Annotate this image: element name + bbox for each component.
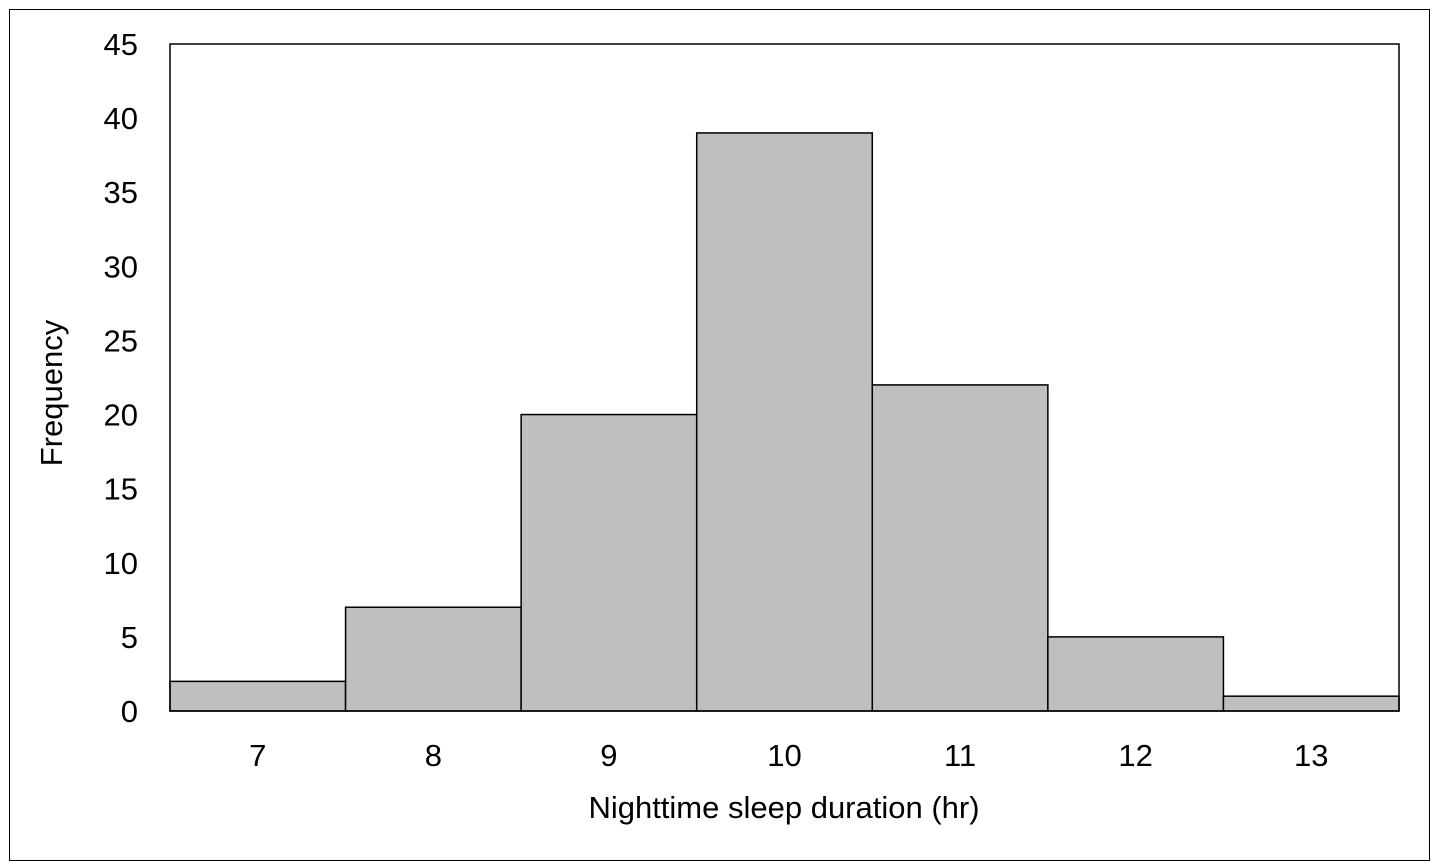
y-axis-ticks: 0 5 10 15 20 25 30 35 40 45 (104, 27, 138, 729)
y-tick-label: 0 (121, 694, 138, 729)
bar-8 (344, 606, 522, 712)
x-tick-label: 8 (425, 738, 442, 773)
y-tick-label: 30 (104, 249, 138, 284)
y-tick-label: 25 (104, 323, 138, 358)
bars-group (169, 132, 1400, 712)
y-tick-label: 45 (104, 27, 138, 62)
y-tick-label: 35 (104, 175, 138, 210)
x-tick-label: 13 (1294, 738, 1328, 773)
bar-7 (169, 680, 347, 712)
x-tick-label: 9 (600, 738, 617, 773)
x-axis-ticks: 7 8 9 10 11 12 13 (249, 738, 1328, 773)
bar-12 (1047, 636, 1225, 712)
bar-11 (871, 384, 1049, 712)
bar-13 (1222, 695, 1400, 712)
y-tick-label: 20 (104, 398, 138, 433)
x-tick-label: 10 (767, 738, 801, 773)
y-tick-label: 10 (104, 546, 138, 581)
y-tick-label: 5 (121, 620, 138, 655)
bar-10 (695, 132, 874, 712)
x-tick-label: 12 (1118, 738, 1152, 773)
plot-area (169, 43, 1400, 712)
y-axis-title: Frequency (34, 319, 69, 466)
x-axis-title: Nighttime sleep duration (hr) (588, 790, 979, 825)
x-tick-label: 7 (249, 738, 266, 773)
y-tick-label: 40 (104, 101, 138, 136)
bar-9 (520, 413, 698, 712)
x-tick-label: 11 (944, 738, 976, 773)
y-tick-label: 15 (104, 472, 138, 507)
